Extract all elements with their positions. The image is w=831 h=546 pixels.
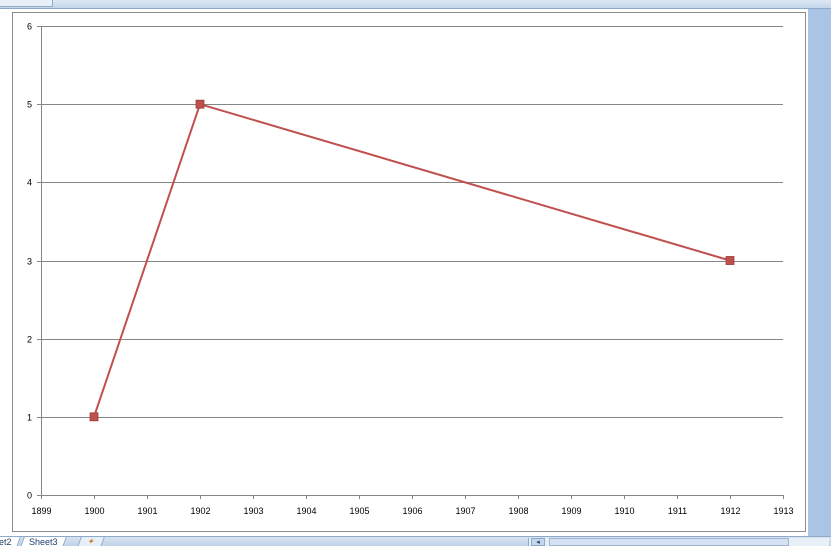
y-tick-label: 4 bbox=[27, 178, 32, 188]
sheet-tab-sheet3[interactable]: Sheet3 bbox=[20, 537, 67, 546]
x-tick-label: 1901 bbox=[137, 506, 157, 516]
data-point-marker bbox=[89, 412, 99, 422]
x-tick-label: 1907 bbox=[455, 506, 475, 516]
scroll-left-arrow-icon[interactable]: ◂ bbox=[531, 538, 545, 546]
line-chart: 0 1 2 3 4 5 6 1899 1900 1901 1902 1903 1904 1905 1906 1… bbox=[27, 22, 794, 517]
x-tick-label: 1906 bbox=[402, 506, 422, 516]
x-tick-label: 1899 bbox=[31, 506, 51, 516]
x-tick-label: 1900 bbox=[84, 506, 104, 516]
y-tick-label: 1 bbox=[27, 413, 32, 423]
sheet-tab-label: et2 bbox=[0, 537, 12, 546]
x-tick-label: 1909 bbox=[561, 506, 581, 516]
series-line bbox=[93, 103, 731, 418]
x-tick-label: 1910 bbox=[614, 506, 634, 516]
y-tick-label: 3 bbox=[27, 257, 32, 267]
insert-sheet-icon[interactable]: ✦ bbox=[77, 537, 105, 546]
y-tick-label: 0 bbox=[27, 491, 32, 501]
x-tick-label: 1913 bbox=[773, 506, 793, 516]
y-tick-label: 5 bbox=[27, 100, 32, 110]
series bbox=[89, 99, 735, 422]
x-tick-label: 1908 bbox=[508, 506, 528, 516]
x-tick-label: 1912 bbox=[720, 506, 740, 516]
sheet-tab-bar: et2 Sheet3 ✦ ◂ bbox=[0, 536, 831, 546]
window-right-gutter bbox=[808, 9, 831, 536]
y-tick-label: 2 bbox=[27, 335, 32, 345]
x-tick-label: 1905 bbox=[349, 506, 369, 516]
data-point-marker bbox=[725, 256, 735, 265]
sheet-tab-label: Sheet3 bbox=[29, 537, 58, 546]
sheet-tab-sheet2[interactable]: et2 bbox=[0, 537, 21, 546]
y-tick-label: 6 bbox=[27, 22, 32, 32]
chart-area[interactable]: 0 1 2 3 4 5 6 1899 1900 1901 1902 1903 1904 1905 1906 1… bbox=[12, 12, 806, 532]
x-tick-label: 1904 bbox=[296, 506, 316, 516]
x-tick-label: 1902 bbox=[190, 506, 210, 516]
horizontal-scrollbar[interactable]: ◂ bbox=[528, 538, 829, 546]
window-top-strip bbox=[0, 0, 831, 9]
tick-labels: 0 1 2 3 4 5 6 1899 1900 1901 1902 1903 1904 1905 1906 1… bbox=[27, 22, 794, 517]
data-point-marker bbox=[195, 99, 205, 109]
x-tick-label: 1903 bbox=[243, 506, 263, 516]
scrollbar-thumb[interactable] bbox=[549, 538, 789, 546]
top-tab-edge bbox=[0, 0, 53, 7]
x-tick-label: 1911 bbox=[668, 506, 687, 516]
axes bbox=[37, 26, 784, 499]
gridlines bbox=[41, 26, 783, 418]
